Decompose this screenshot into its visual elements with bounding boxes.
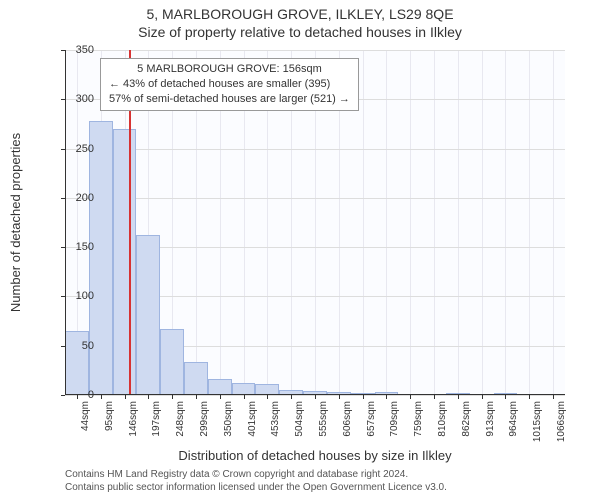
info-line-1: 5 MARLBOROUGH GROVE: 156sqm (109, 62, 350, 77)
xtick-mark (172, 395, 173, 399)
gridline-h (65, 50, 565, 51)
chart-title-address: 5, MARLBOROUGH GROVE, ILKLEY, LS29 8QE (0, 6, 600, 22)
xtick-label: 504sqm (294, 401, 305, 451)
gridline-h (65, 198, 565, 199)
xtick-label: 44sqm (80, 401, 91, 451)
gridline-v (458, 50, 459, 395)
xtick-mark (529, 395, 530, 399)
xtick-mark (196, 395, 197, 399)
gridline-v (434, 50, 435, 395)
xtick-label: 1066sqm (556, 401, 567, 451)
xtick-mark (220, 395, 221, 399)
xtick-label: 197sqm (151, 401, 162, 451)
xtick-mark (434, 395, 435, 399)
xtick-mark (458, 395, 459, 399)
xtick-label: 1015sqm (532, 401, 543, 451)
ytick-label: 350 (64, 44, 94, 56)
xtick-label: 759sqm (413, 401, 424, 451)
footer-line-1: Contains HM Land Registry data © Crown c… (65, 469, 447, 482)
xtick-label: 709sqm (389, 401, 400, 451)
histogram-bar (89, 121, 113, 395)
xtick-mark (244, 395, 245, 399)
xtick-label: 299sqm (199, 401, 210, 451)
xtick-mark (315, 395, 316, 399)
xtick-label: 453sqm (270, 401, 281, 451)
info-box: 5 MARLBOROUGH GROVE: 156sqm ← 43% of det… (100, 58, 359, 111)
xtick-label: 862sqm (461, 401, 472, 451)
xtick-label: 350sqm (223, 401, 234, 451)
xtick-label: 657sqm (366, 401, 377, 451)
ytick-label: 200 (64, 192, 94, 204)
xtick-mark (291, 395, 292, 399)
xtick-mark (386, 395, 387, 399)
ytick-label: 0 (64, 389, 94, 401)
xtick-label: 606sqm (342, 401, 353, 451)
histogram-bar (184, 362, 208, 396)
ytick-label: 250 (64, 143, 94, 155)
xtick-mark (363, 395, 364, 399)
xtick-label: 810sqm (437, 401, 448, 451)
ytick-label: 150 (64, 241, 94, 253)
xtick-mark (339, 395, 340, 399)
xtick-label: 913sqm (485, 401, 496, 451)
x-axis-label: Distribution of detached houses by size … (65, 448, 565, 463)
gridline-v (410, 50, 411, 395)
xtick-mark (482, 395, 483, 399)
info-line-3: 57% of semi-detached houses are larger (… (109, 92, 350, 107)
footer-line-2: Contains public sector information licen… (65, 482, 447, 495)
gridline-h (65, 149, 565, 150)
xtick-label: 555sqm (318, 401, 329, 451)
xtick-mark (553, 395, 554, 399)
xtick-mark (410, 395, 411, 399)
gridline-v (386, 50, 387, 395)
ytick-label: 100 (64, 290, 94, 302)
ytick-label: 300 (64, 93, 94, 105)
footer-attribution: Contains HM Land Registry data © Crown c… (65, 469, 447, 494)
histogram-bar (160, 329, 184, 395)
xtick-label: 95sqm (104, 401, 115, 451)
histogram-bar (136, 235, 160, 395)
gridline-v (363, 50, 364, 395)
histogram-bar (113, 129, 137, 395)
xtick-mark (148, 395, 149, 399)
histogram-bar (208, 379, 232, 395)
xtick-mark (505, 395, 506, 399)
gridline-v (482, 50, 483, 395)
y-axis-label: Number of detached properties (8, 50, 24, 395)
info-line-2: ← 43% of detached houses are smaller (39… (109, 77, 350, 92)
xtick-mark (267, 395, 268, 399)
xtick-label: 146sqm (128, 401, 139, 451)
gridline-v (529, 50, 530, 395)
xtick-label: 401sqm (247, 401, 258, 451)
xtick-label: 248sqm (175, 401, 186, 451)
xtick-mark (101, 395, 102, 399)
chart-title-subtitle: Size of property relative to detached ho… (0, 24, 600, 40)
xtick-mark (125, 395, 126, 399)
gridline-v (505, 50, 506, 395)
xtick-label: 964sqm (508, 401, 519, 451)
ytick-label: 50 (64, 340, 94, 352)
gridline-v (553, 50, 554, 395)
